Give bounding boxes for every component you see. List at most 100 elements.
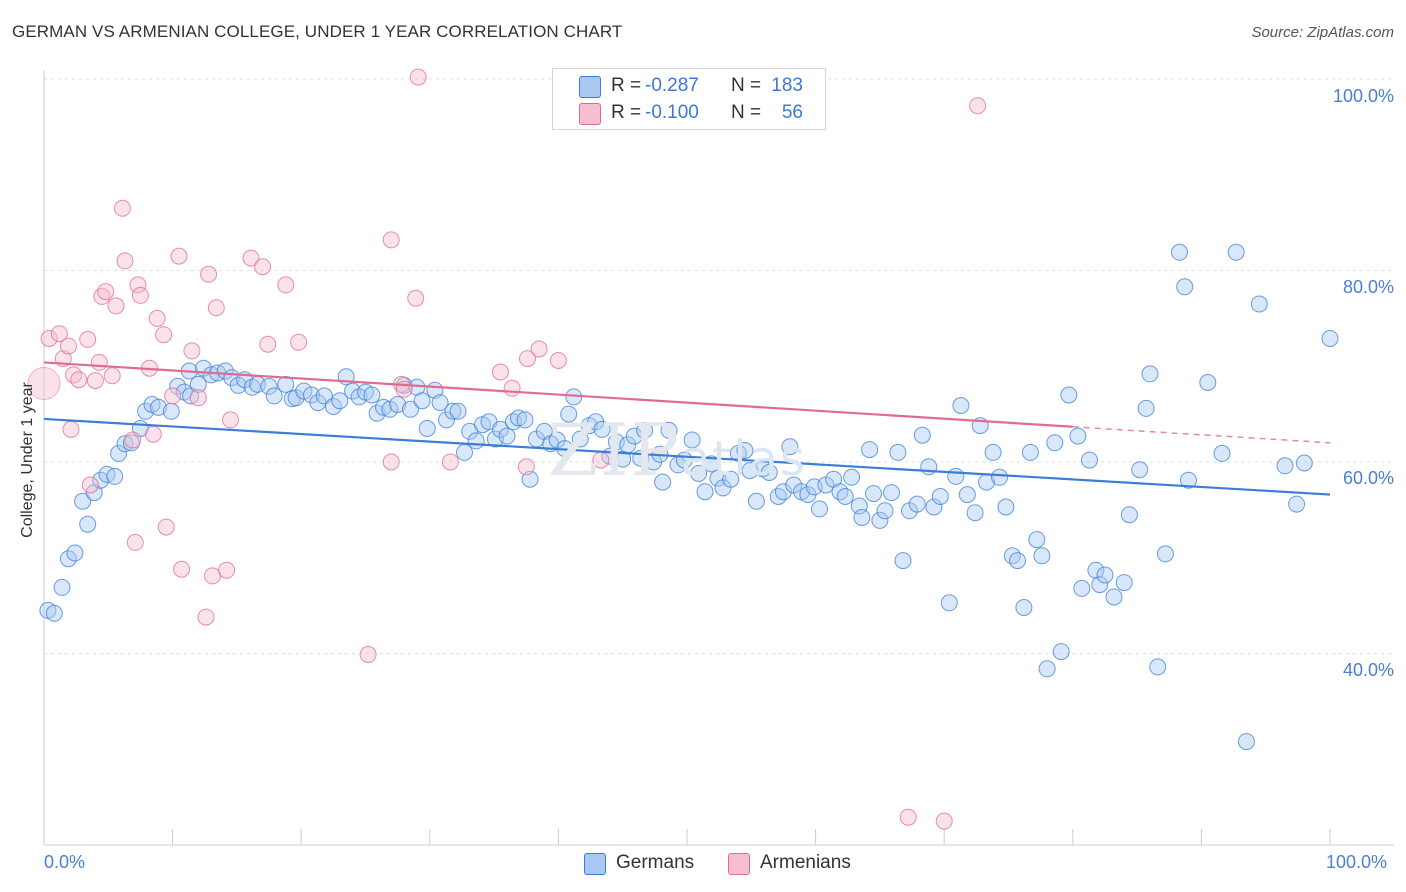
point-armenians-33 — [204, 567, 221, 585]
point-germans-1 — [45, 604, 63, 622]
y-tick-label-40: 40.0% — [1342, 660, 1394, 680]
point-germans-149 — [997, 498, 1015, 516]
x-tick-label-max: 100.0% — [1326, 852, 1388, 872]
point-germans-48 — [363, 386, 381, 404]
point-germans-45 — [344, 382, 362, 400]
point-germans-144 — [966, 504, 984, 522]
point-armenians-17 — [124, 431, 142, 449]
point-germans-101 — [696, 483, 714, 501]
point-germans-6 — [79, 515, 97, 533]
point-armenians-8 — [81, 476, 99, 494]
point-germans-136 — [913, 426, 931, 444]
point-germans-82 — [571, 430, 589, 448]
point-germans-13 — [122, 434, 140, 452]
point-germans-109 — [747, 492, 765, 510]
point-germans-185 — [1321, 330, 1339, 347]
point-germans-167 — [1115, 574, 1133, 592]
point-armenians-29 — [183, 342, 201, 360]
y-tick-label-100: 100.0% — [1332, 86, 1394, 106]
point-germans-59 — [431, 394, 449, 412]
point-germans-128 — [865, 485, 882, 503]
point-germans-127 — [861, 441, 879, 459]
point-armenians-7 — [79, 330, 97, 348]
point-germans-90 — [625, 427, 643, 445]
point-germans-34 — [265, 387, 283, 405]
point-armenians-50 — [492, 363, 509, 381]
point-germans-130 — [876, 502, 894, 520]
point-germans-8 — [92, 471, 110, 489]
point-germans-70 — [498, 427, 516, 445]
point-germans-96 — [660, 421, 678, 439]
point-germans-156 — [1038, 660, 1056, 678]
point-armenians-15 — [113, 199, 131, 217]
point-armenians-39 — [259, 335, 277, 353]
point-armenians-44 — [382, 453, 400, 471]
legend-r-label: R = — [611, 102, 642, 123]
point-germans-178 — [1213, 444, 1231, 462]
point-germans-154 — [1028, 531, 1046, 549]
point-germans-43 — [331, 392, 349, 410]
point-armenians-20 — [131, 286, 149, 304]
point-armenians-55 — [549, 352, 567, 369]
point-germans-42 — [324, 398, 342, 415]
point-germans-123 — [836, 488, 854, 505]
axes — [43, 70, 1394, 846]
point-germans-33 — [260, 377, 278, 395]
point-germans-143 — [958, 486, 976, 504]
legend-n-value-germans: 183 — [771, 75, 803, 96]
y-tick-label-60: 60.0% — [1342, 468, 1394, 488]
point-germans-107 — [736, 442, 754, 459]
point-germans-95 — [654, 473, 672, 491]
point-armenians-49 — [441, 453, 459, 471]
trend-line-germans — [43, 417, 1331, 496]
point-germans-18 — [162, 402, 180, 420]
point-germans-54 — [402, 400, 419, 418]
point-armenians-14 — [107, 297, 125, 315]
point-armenians-19 — [129, 276, 147, 294]
point-armenians-32 — [200, 265, 218, 283]
point-germans-129 — [871, 511, 889, 529]
point-germans-158 — [1052, 643, 1070, 661]
point-germans-52 — [389, 396, 407, 413]
point-germans-180 — [1237, 733, 1255, 751]
legend-n-value-armenians: 56 — [781, 102, 803, 123]
point-germans-65 — [467, 432, 485, 450]
point-germans-113 — [774, 483, 792, 501]
point-germans-2 — [53, 578, 71, 596]
point-germans-105 — [722, 470, 740, 488]
point-armenians-28 — [173, 560, 191, 578]
chart-title: GERMAN VS ARMENIAN COLLEGE, UNDER 1 YEAR… — [12, 22, 623, 41]
point-armenians-42 — [359, 646, 377, 663]
point-armenians-57 — [899, 808, 917, 826]
point-germans-69 — [492, 420, 509, 438]
point-germans-122 — [831, 483, 849, 501]
point-armenians-52 — [517, 458, 535, 476]
y-axis-title: College, Under 1 year — [19, 382, 36, 538]
point-germans-23 — [189, 375, 207, 393]
point-germans-164 — [1091, 576, 1109, 594]
point-germans-141 — [947, 467, 965, 485]
point-armenians-43 — [382, 231, 400, 249]
point-germans-135 — [908, 495, 926, 513]
point-germans-35 — [277, 375, 295, 393]
point-germans-99 — [683, 431, 701, 449]
legend-n-label: N = — [731, 102, 762, 123]
point-germans-4 — [66, 544, 84, 562]
point-germans-85 — [593, 420, 611, 438]
point-armenians-10 — [90, 353, 108, 371]
legend-swatch-armenians — [579, 103, 601, 125]
bottom-legend-label-germans: Germans — [616, 852, 695, 873]
point-armenians-4 — [62, 420, 80, 438]
point-armenians-9 — [86, 372, 104, 390]
point-germans-181 — [1250, 295, 1268, 313]
bottom-legend-swatch-armenians — [728, 853, 750, 875]
x-tick-label-min: 0.0% — [44, 852, 86, 872]
point-germans-10 — [106, 467, 124, 485]
point-germans-182 — [1276, 457, 1294, 475]
point-armenians-37 — [242, 249, 260, 267]
point-germans-140 — [940, 594, 958, 612]
point-armenians-31 — [197, 608, 215, 626]
point-armenians-53 — [519, 350, 536, 368]
point-germans-49 — [368, 404, 386, 422]
